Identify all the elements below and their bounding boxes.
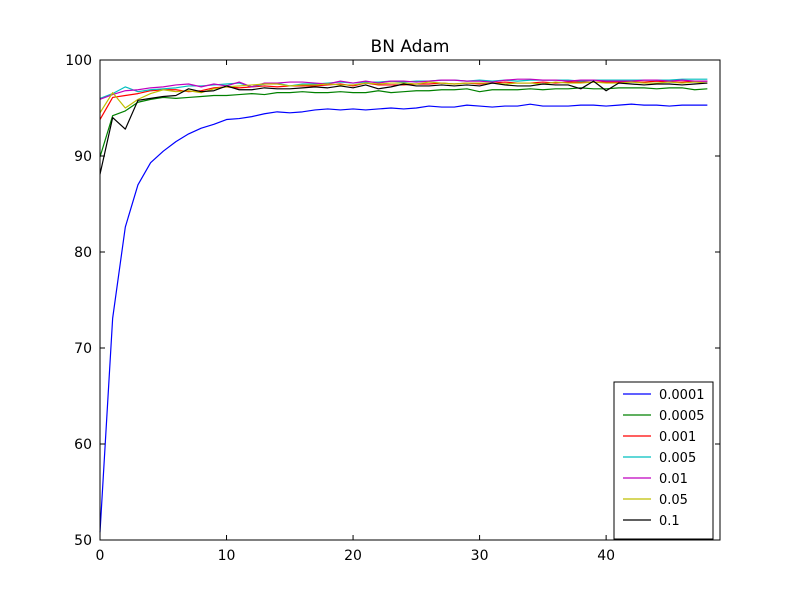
series-line-0 bbox=[99, 103, 708, 533]
series-line-4 bbox=[99, 78, 708, 100]
legend-label: 0.001 bbox=[659, 430, 696, 445]
y-tick-label: 100 bbox=[65, 53, 92, 69]
legend-label: 0.005 bbox=[659, 451, 696, 466]
plot-frame bbox=[99, 59, 721, 541]
x-tick-label: 40 bbox=[597, 548, 615, 564]
series-line-1 bbox=[99, 87, 708, 158]
legend: 0.0001 0.0005 0.001 0.005 0.01 0.05 0.1 bbox=[613, 381, 714, 540]
tick-labels: 0 10 20 30 40 50 60 70 80 90 100 bbox=[65, 53, 615, 564]
y-tick-label: 90 bbox=[74, 149, 92, 165]
series-line-6 bbox=[99, 80, 708, 175]
legend-label: 0.05 bbox=[659, 493, 688, 508]
y-tick-label: 50 bbox=[74, 533, 92, 549]
legend-label: 0.0001 bbox=[659, 388, 705, 403]
legend-box bbox=[613, 381, 714, 540]
x-tick-label: 10 bbox=[218, 548, 236, 564]
x-tick-label: 0 bbox=[96, 548, 105, 564]
y-tick-label: 70 bbox=[74, 341, 92, 357]
series-line-5 bbox=[99, 81, 708, 114]
legend-label: 0.01 bbox=[659, 472, 688, 487]
legend-label: 0.0005 bbox=[659, 409, 705, 424]
series-line-3 bbox=[99, 78, 708, 99]
y-tick-label: 80 bbox=[74, 245, 92, 261]
legend-label: 0.1 bbox=[659, 514, 680, 529]
plot-lines bbox=[99, 78, 708, 533]
y-tick-label: 60 bbox=[74, 437, 92, 453]
x-tick-label: 20 bbox=[344, 548, 362, 564]
chart-title: BN Adam bbox=[371, 37, 450, 57]
x-tick-label: 30 bbox=[471, 548, 489, 564]
series-line-2 bbox=[99, 80, 708, 120]
